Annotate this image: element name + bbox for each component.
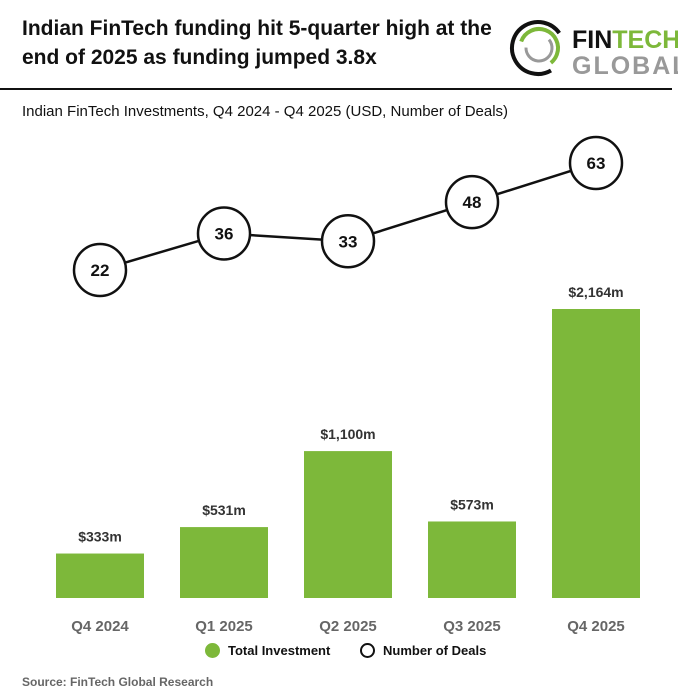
svg-text:FINTECH: FINTECH bbox=[572, 26, 678, 54]
bar-q2-2025 bbox=[304, 451, 392, 598]
deals-data-label: 22 bbox=[91, 261, 110, 280]
bar-q1-2025 bbox=[180, 527, 268, 598]
deals-data-label: 63 bbox=[587, 154, 606, 173]
x-tick-label: Q4 2025 bbox=[567, 618, 625, 635]
deals-marker bbox=[568, 135, 624, 191]
bar-q3-2025 bbox=[428, 521, 516, 598]
bar-data-label: $531m bbox=[202, 502, 246, 518]
source-note: Source: FinTech Global Research bbox=[22, 675, 214, 689]
legend-swatch-line bbox=[360, 643, 375, 658]
deals-marker bbox=[72, 242, 128, 298]
legend-label: Number of Deals bbox=[383, 643, 487, 658]
bar-q4-2024 bbox=[56, 553, 144, 598]
x-tick-label: Q1 2025 bbox=[195, 618, 253, 635]
bar-data-label: $573m bbox=[450, 496, 494, 512]
deals-data-label: 48 bbox=[463, 193, 482, 212]
header-divider bbox=[0, 88, 672, 90]
legend-item-total-investment: Total Investment bbox=[205, 643, 330, 658]
bar-data-label: $1,100m bbox=[320, 426, 375, 442]
x-tick-label: Q2 2025 bbox=[319, 618, 377, 635]
legend-label: Total Investment bbox=[228, 643, 331, 658]
svg-text:GLOBAL: GLOBAL bbox=[572, 52, 678, 78]
chart-subtitle: Indian FinTech Investments, Q4 2024 - Q4… bbox=[22, 103, 509, 120]
bar-data-label: $333m bbox=[78, 529, 122, 545]
headline: Indian FinTech funding hit 5-quarter hig… bbox=[22, 17, 492, 69]
deals-data-label: 36 bbox=[215, 224, 234, 243]
x-tick-label: Q4 2024 bbox=[71, 618, 129, 635]
bar-q4-2025 bbox=[552, 309, 640, 598]
bar-data-label: $2,164m bbox=[568, 284, 623, 300]
legend-swatch-bar bbox=[205, 643, 220, 658]
deals-marker bbox=[444, 174, 500, 230]
x-tick-label: Q3 2025 bbox=[443, 618, 501, 635]
fintech-global-logo: FINTECH GLOBAL bbox=[508, 18, 688, 80]
deals-data-label: 33 bbox=[339, 232, 358, 251]
legend-item-number-of-deals: Number of Deals bbox=[360, 643, 486, 658]
deals-marker bbox=[320, 214, 376, 269]
deals-marker bbox=[196, 206, 252, 261]
